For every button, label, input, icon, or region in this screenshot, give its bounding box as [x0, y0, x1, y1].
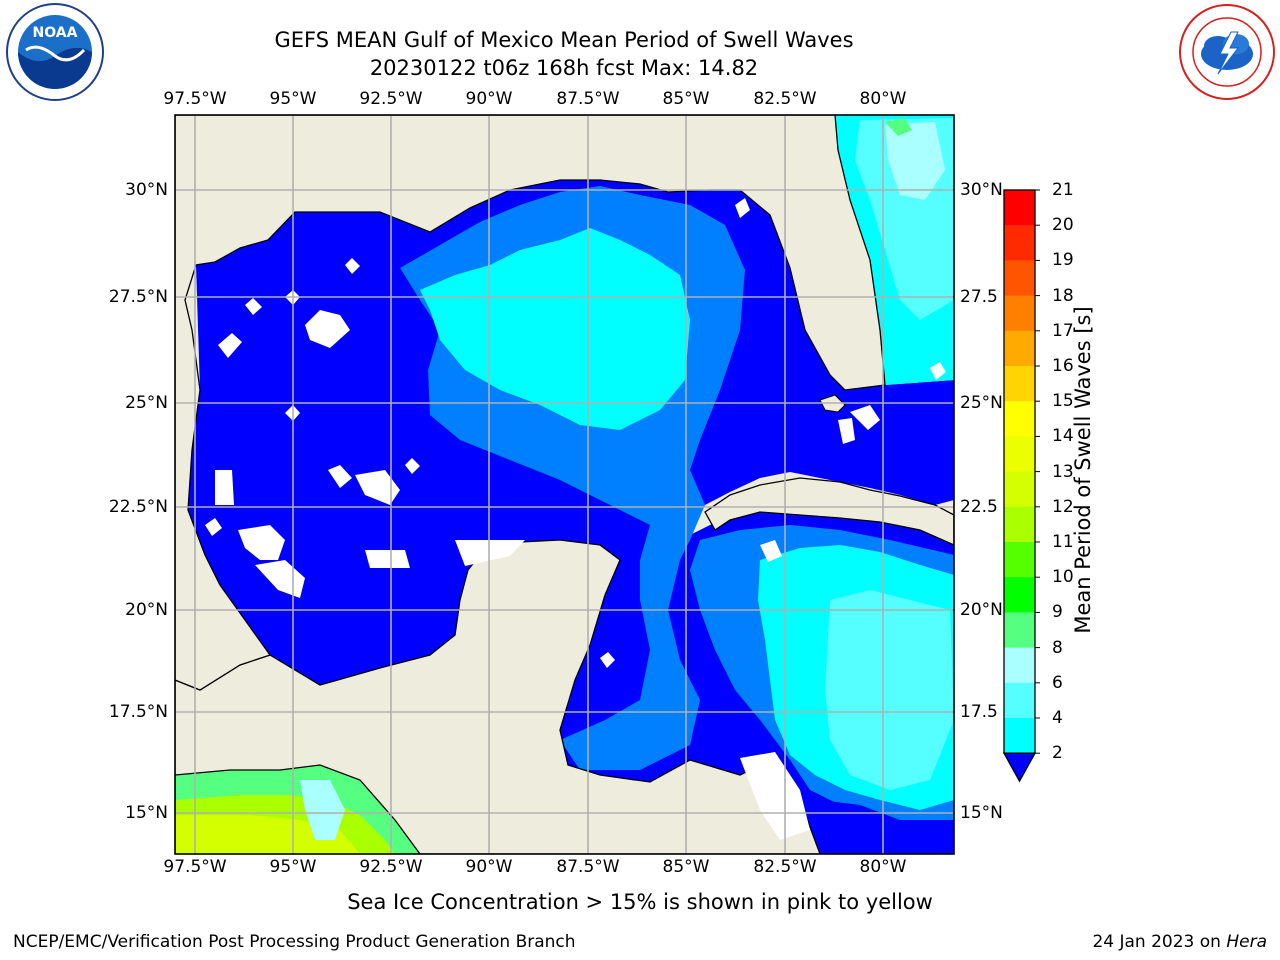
map-title: GEFS MEAN Gulf of Mexico Mean Period of …	[274, 28, 854, 52]
lat-tick-right: 20°N	[960, 600, 1003, 620]
colorbar-band	[1004, 682, 1035, 719]
lat-tick-right: 25°N	[960, 393, 1003, 413]
atlantic-swell-9-10	[885, 118, 912, 136]
missing-data-patches	[205, 198, 946, 840]
colorbar-tick-label: 21	[1052, 180, 1074, 200]
colorbar-band	[1004, 260, 1035, 297]
colorbar-band	[1004, 471, 1035, 508]
map-subtitle: 20230122 t06z 168h fcst Max: 14.82	[369, 56, 759, 80]
colorbar-band	[1004, 577, 1035, 613]
caribbean-swell-6-8	[825, 590, 954, 790]
footer-machine: Hera	[1226, 932, 1267, 952]
lat-tick-left: 17.5°N	[108, 702, 168, 722]
colorbar-label: Mean Period of Swell Waves [s]	[1071, 306, 1095, 634]
colorbar-tick-label: 18	[1052, 285, 1074, 306]
colorbar-tick-label: 14	[1052, 426, 1074, 447]
land-mexico-yucatan	[175, 539, 821, 854]
lon-tick-bottom: 90°W	[465, 857, 513, 877]
colorbar-band	[1004, 225, 1035, 261]
lon-tick-top: 92.5°W	[359, 89, 423, 109]
lat-tick-right: 27.5	[960, 287, 998, 307]
colorbar-tick-label: 10	[1052, 567, 1074, 588]
graticule	[175, 115, 954, 854]
lat-tick-left: 15°N	[125, 803, 168, 823]
colorbar-tick-label: 6	[1052, 672, 1063, 693]
colorbar-tick-label: 9	[1052, 602, 1063, 623]
lat-tick-right: 30°N	[960, 180, 1003, 200]
lat-tick-right: 17.5	[960, 702, 998, 722]
land-cuba	[704, 477, 954, 546]
footer-date: 24 Jan 2023 on Hera	[1092, 932, 1267, 952]
colorbar-extension	[1002, 752, 1037, 783]
lon-tick-bottom: 80°W	[859, 857, 907, 877]
lon-tick-bottom: 92.5°W	[359, 857, 423, 877]
lon-tick-top: 95°W	[269, 89, 317, 109]
colorbar-band	[1004, 330, 1035, 367]
colorbar-band	[1004, 401, 1035, 437]
colorbar-band	[1004, 366, 1035, 402]
colorbar-tick-label: 16	[1052, 356, 1074, 376]
lat-tick-left: 30°N	[125, 180, 168, 200]
lon-tick-bottom: 97.5°W	[163, 857, 227, 877]
colorbar-tick-label: 8	[1052, 637, 1063, 658]
noaa-logo-text: NOAA	[33, 25, 78, 41]
atlantic-swell-8-9	[885, 122, 945, 200]
colorbar-band	[1004, 542, 1035, 578]
colorbar-band	[1004, 295, 1035, 332]
colorbar-tick-label: 12	[1052, 496, 1074, 517]
sea-ice-note: Sea Ice Concentration > 15% is shown in …	[347, 890, 933, 914]
colorbar-tick-label: 15	[1052, 391, 1074, 412]
lon-tick-top: 90°W	[465, 89, 513, 109]
lon-tick-bottom: 95°W	[269, 857, 317, 877]
colorbar-band	[1004, 506, 1035, 543]
lat-tick-left: 25°N	[125, 393, 168, 413]
colorbar-band	[1004, 436, 1035, 473]
lon-tick-bottom: 82.5°W	[753, 857, 817, 877]
lon-tick-bottom: 85°W	[662, 857, 710, 877]
colorbar-tick-label: 20	[1052, 215, 1074, 236]
lon-tick-top: 97.5°W	[163, 89, 227, 109]
colorbar-band	[1004, 612, 1035, 649]
lat-tick-left: 20°N	[125, 600, 168, 620]
nws-logo	[1179, 4, 1275, 100]
colorbar-tick-label: 11	[1052, 532, 1074, 552]
colorbar-tick-label: 2	[1052, 743, 1063, 764]
lat-tick-left: 27.5°N	[108, 287, 168, 307]
lon-tick-bottom: 87.5°W	[556, 857, 620, 877]
map-frame	[174, 114, 955, 855]
footer-branch: NCEP/EMC/Verification Post Processing Pr…	[13, 932, 576, 952]
colorbar-band	[1004, 718, 1035, 754]
pacific-ice-band-3	[300, 780, 345, 840]
gulf-swell-core-4-6	[420, 228, 690, 430]
land-texas-coast	[175, 115, 886, 691]
colorbar-tick-label: 4	[1052, 708, 1063, 728]
lon-tick-top: 87.5°W	[556, 89, 620, 109]
lon-tick-top: 85°W	[662, 89, 710, 109]
colorbar-tick-label: 19	[1052, 250, 1074, 271]
lon-tick-top: 80°W	[859, 89, 907, 109]
footer-date-text: 24 Jan 2023 on	[1092, 932, 1227, 952]
colorbar-band	[1004, 190, 1035, 226]
colorbar	[1002, 189, 1040, 783]
lon-tick-top: 82.5°W	[753, 89, 817, 109]
lat-tick-left: 22.5°N	[108, 497, 168, 517]
colorbar-tick-label: 13	[1052, 461, 1074, 482]
colorbar-band	[1004, 647, 1035, 684]
colorbar-tick-label: 17	[1052, 320, 1074, 341]
noaa-logo: NOAA	[6, 3, 104, 101]
lat-tick-right: 22.5	[960, 497, 998, 517]
lat-tick-right: 15°N	[960, 803, 1003, 823]
